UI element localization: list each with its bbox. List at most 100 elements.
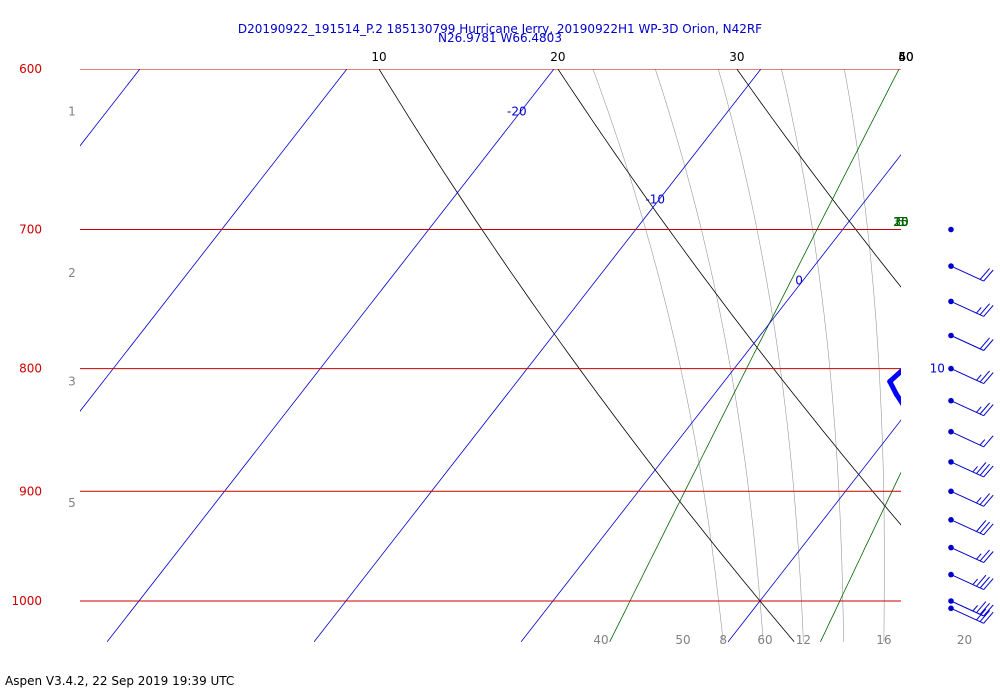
moist-adiabat-label: 20 — [957, 633, 972, 647]
wind-barb — [948, 544, 994, 564]
wind-barb — [948, 517, 994, 536]
wind-barb-staff — [950, 574, 984, 591]
isobar-label: 600 — [19, 62, 42, 76]
wind-barb-flag — [983, 404, 994, 417]
wind-barb-staff — [950, 490, 984, 507]
temperature-profile-point — [972, 429, 977, 434]
isotherm-line — [935, 0, 1000, 642]
wind-barb-flag — [979, 463, 990, 476]
wind-barb-flag — [979, 370, 990, 383]
mixing-ratio-label: 30 — [893, 215, 908, 229]
mixing-ratio-label: 35 — [893, 215, 908, 229]
mixing-ratio-line — [609, 69, 900, 642]
dry-adiabat-line — [557, 69, 901, 526]
temperature-profile-point — [941, 315, 946, 320]
wind-barb-flag — [983, 435, 994, 448]
moist-adiabat-line — [896, 0, 929, 642]
wind-barb-flag — [983, 578, 994, 590]
wind-barb — [948, 332, 994, 351]
wind-barb-flag — [983, 523, 994, 536]
temperature-profile — [943, 237, 1000, 608]
dewpoint-profile-point — [893, 391, 900, 397]
height-label: 3 — [68, 375, 76, 389]
dewpoint-profile-point — [901, 340, 906, 345]
height-label: 5 — [68, 496, 76, 510]
wind-barb-flag — [979, 493, 990, 505]
wind-barb-half-flag — [979, 439, 986, 446]
wind-barb-flag — [983, 551, 994, 563]
moist-adiabat-label: 40 — [593, 633, 608, 647]
mixing-ratio-label: 10 — [893, 215, 908, 229]
wind-barb — [948, 488, 994, 507]
wind-barb-flag — [983, 339, 994, 351]
isotherm-line — [80, 69, 348, 412]
wind-barb-staff — [950, 335, 984, 351]
wind-barb-staff — [950, 300, 984, 317]
wind-barb-half-flag — [972, 466, 978, 473]
isotherm-label: -10 — [645, 192, 665, 206]
wind-barb-flag — [979, 303, 990, 316]
wind-barb — [948, 365, 994, 385]
dewpoint-profile-point — [965, 603, 970, 608]
temperature-profile-point — [954, 310, 959, 315]
wind-barb-flag — [979, 337, 990, 350]
wind-barb-staff — [950, 368, 984, 385]
wind-barb-flag — [979, 576, 990, 589]
dewpoint-profile-point — [914, 302, 919, 307]
wind-barb-flag — [983, 304, 994, 317]
wind-barb-staff — [950, 519, 984, 536]
dewpoint-profile-point — [906, 313, 911, 318]
dewpoint-profile-point — [953, 417, 958, 422]
wind-barb-flag — [976, 462, 987, 474]
dewpoint-profile-point — [903, 353, 908, 358]
moist-adiabat-line — [592, 69, 724, 642]
temperature-profile-point — [945, 340, 950, 345]
wind-barb-flag — [983, 604, 994, 617]
isobar-label: 800 — [19, 362, 42, 376]
dry-adiabat-line — [862, 0, 1000, 642]
dewpoint-profile-point — [972, 429, 977, 434]
temperature-profile-point — [970, 299, 975, 304]
isotherm-line — [106, 69, 555, 643]
wind-barb-staff — [950, 400, 984, 417]
wind-barb-staff — [950, 431, 984, 448]
isobar-label: 700 — [19, 223, 42, 237]
wind-barb-half-flag — [972, 605, 978, 612]
footer-text: Aspen V3.4.2, 22 Sep 2019 19:39 UTC — [5, 674, 235, 688]
isotherm-line — [520, 154, 901, 643]
mixing-ratio-line — [951, 0, 1000, 642]
wind-barb — [948, 226, 954, 233]
wind-barb-flag — [983, 465, 994, 478]
chart-labels: 6007008009001000-20-10010203040102030405… — [11, 50, 972, 647]
dry-adiabat-label: 60 — [898, 50, 913, 64]
wind-barb — [948, 263, 994, 282]
wind-barb — [948, 397, 994, 417]
wind-barb — [948, 298, 994, 317]
isobar-label: 1000 — [11, 594, 42, 608]
dry-adiabat-line — [378, 69, 795, 643]
wind-barb-half-flag — [976, 497, 982, 504]
wind-barb — [948, 428, 994, 448]
wind-barb-station — [948, 226, 954, 233]
dewpoint-profile-point — [900, 402, 901, 407]
wind-barb-flag — [976, 601, 987, 614]
dry-adiabat-label: 50 — [898, 50, 913, 64]
dewpoint-profile-point — [925, 411, 930, 416]
wind-barb — [948, 598, 994, 617]
moist-adiabat-line — [961, 0, 977, 642]
wind-barb-staff — [950, 607, 984, 624]
wind-barb-staff — [950, 547, 984, 564]
wind-barb-half-flag — [976, 307, 982, 314]
dry-adiabat-label: 40 — [898, 50, 913, 64]
mixing-ratio-label: 15 — [893, 215, 908, 229]
chart-subtitle: N26.9781 W66.4803 — [438, 31, 562, 45]
isotherm-label: 10 — [930, 362, 945, 376]
wind-barb-flag — [979, 602, 990, 615]
wind-barb-half-flag — [976, 374, 982, 381]
wind-barb-flag — [983, 372, 994, 384]
temperature-profile-point — [984, 453, 989, 458]
wind-barb — [948, 459, 994, 478]
mixing-ratio-label: 20 — [893, 215, 908, 229]
mixing-ratio-line — [820, 471, 901, 642]
wind-barb-flag — [979, 268, 990, 280]
